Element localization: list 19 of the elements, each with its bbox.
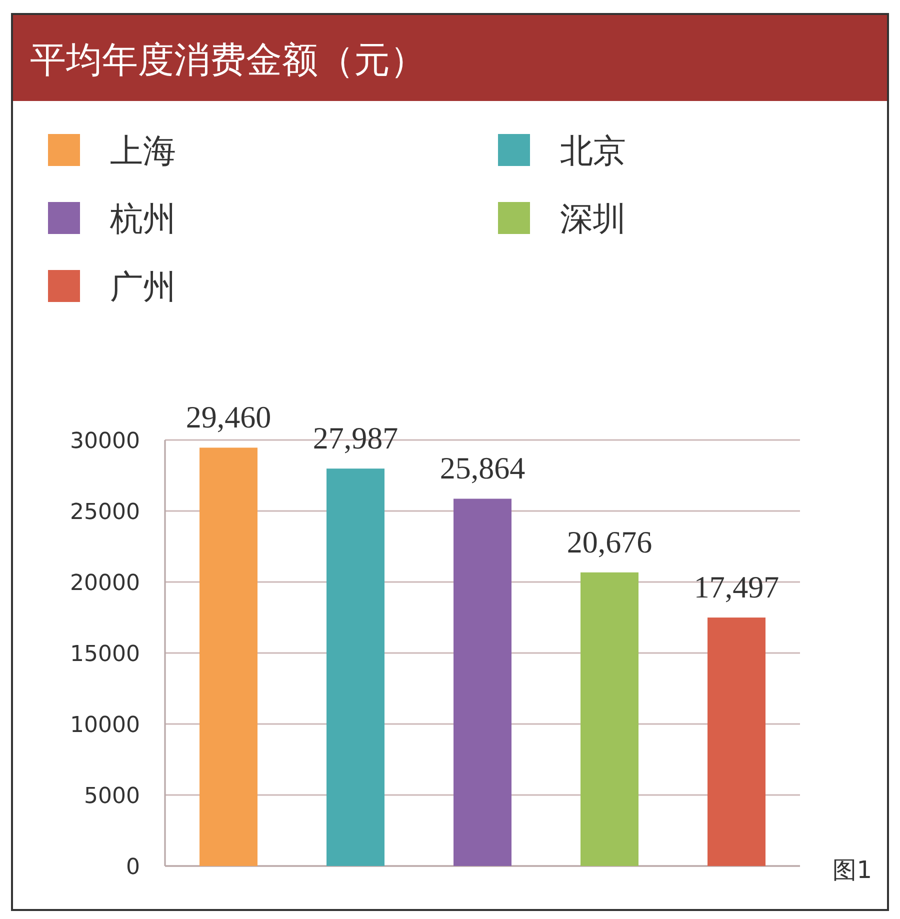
data-label: 29,460 <box>186 400 272 435</box>
legend-label: 上海 <box>110 130 176 170</box>
chart-title: 平均年度消费金额（元） <box>30 40 426 81</box>
data-label: 20,676 <box>566 524 652 560</box>
y-tick-label: 10000 <box>70 712 140 738</box>
data-label: 27,987 <box>312 420 398 456</box>
data-label: 17,497 <box>694 570 780 605</box>
y-tick-label: 30000 <box>70 428 140 454</box>
caption: 图1 <box>832 856 872 884</box>
legend-label: 杭州 <box>109 198 176 238</box>
legend-label: 北京 <box>560 130 626 170</box>
legend-label: 深圳 <box>560 198 626 238</box>
y-tick-label: 25000 <box>70 500 140 525</box>
data-label: 25,864 <box>440 450 526 486</box>
legend-label: 广州 <box>110 266 176 306</box>
y-tick-label: 0 <box>126 854 140 880</box>
y-tick-label: 20000 <box>70 570 140 596</box>
y-tick-label: 15000 <box>70 642 140 667</box>
y-tick-label: 5000 <box>84 784 140 809</box>
